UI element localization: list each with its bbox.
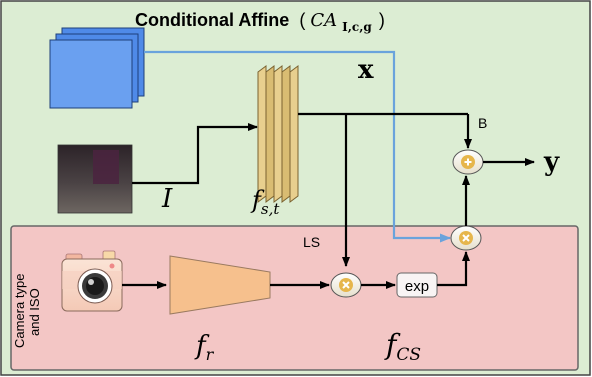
camera-label: Camera type and ISO: [12, 270, 42, 348]
label-I: I: [161, 184, 173, 214]
times-circle-icon: [339, 278, 353, 292]
plus-circle-icon: [461, 155, 475, 169]
fr-network: [169, 255, 271, 315]
feature-stack-x: [49, 27, 145, 109]
input-image: [57, 144, 133, 214]
camera-icon: [61, 250, 123, 312]
inner-panel-fcs: [10, 225, 579, 371]
multiply-operator-inner: [330, 272, 362, 298]
label-x: x: [358, 55, 374, 85]
label-LS: LS: [303, 234, 320, 250]
add-operator: [452, 149, 484, 175]
times-circle-icon: [459, 231, 473, 245]
arrow-exp-to-multiply: [437, 251, 470, 287]
arrow-image-to-filters: [132, 123, 258, 185]
label-y: y: [543, 147, 560, 177]
title: Conditional Affine ( CA I,c,g ): [135, 10, 385, 35]
label-exp: exp: [405, 278, 429, 295]
filter-stack-fst: [257, 65, 299, 203]
multiply-operator-right: [450, 225, 482, 251]
arrow-x-to-multiply: [144, 50, 451, 243]
label-B: B: [478, 115, 487, 131]
